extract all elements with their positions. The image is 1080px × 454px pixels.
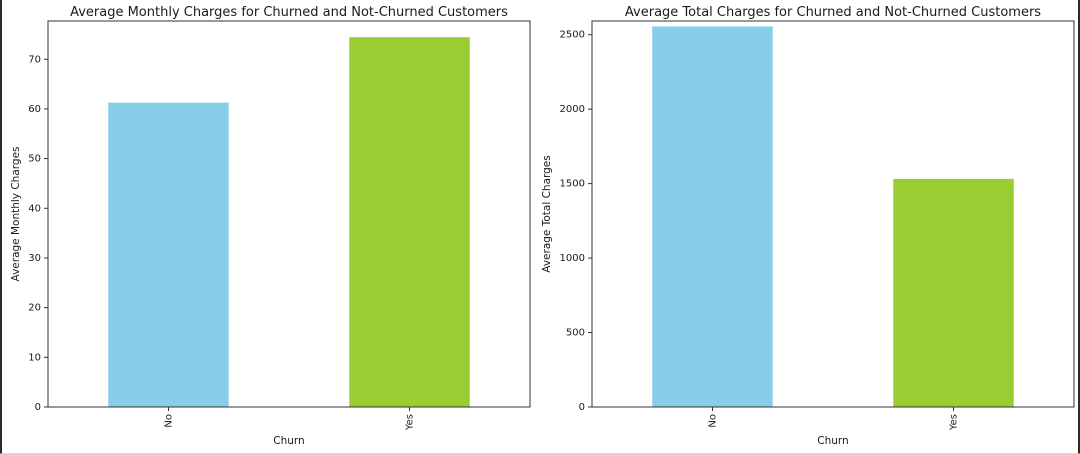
- total-xtick-label: Yes: [949, 414, 960, 431]
- monthly-bar-yes: [349, 37, 470, 408]
- total-ytick-label: 1500: [560, 179, 585, 190]
- total-ytick-label: 500: [566, 328, 585, 339]
- monthly-ytick-label: 0: [35, 402, 41, 413]
- monthly-xtick-label: Yes: [405, 414, 416, 431]
- monthly-bar-no: [108, 102, 229, 407]
- total-xtick-label: No: [708, 414, 719, 428]
- total-bar-no: [652, 26, 773, 407]
- monthly-xtick-label: No: [164, 414, 175, 428]
- monthly-chart-marks: No Yes 0 10 20 30 40 50 60 70: [28, 37, 470, 431]
- monthly-charges-chart: Average Monthly Charges for Churned and …: [10, 5, 531, 447]
- monthly-ytick-label: 70: [28, 54, 41, 65]
- monthly-ytick-label: 30: [28, 253, 41, 264]
- total-chart-xlabel: Churn: [817, 435, 848, 447]
- monthly-chart-title: Average Monthly Charges for Churned and …: [70, 5, 508, 20]
- total-chart-marks: No Yes 0 500 1000 1500 2000 2500: [560, 26, 1014, 431]
- total-bar-yes: [893, 178, 1014, 407]
- total-ytick-label: 0: [579, 402, 585, 413]
- monthly-chart-xlabel: Churn: [273, 435, 304, 447]
- monthly-ytick-label: 20: [28, 303, 41, 314]
- total-chart-title: Average Total Charges for Churned and No…: [625, 5, 1041, 20]
- monthly-ytick-label: 50: [28, 154, 41, 165]
- total-charges-chart: Average Total Charges for Churned and No…: [541, 5, 1075, 447]
- monthly-ytick-label: 40: [28, 203, 41, 214]
- monthly-ytick-label: 60: [28, 104, 41, 115]
- total-ytick-label: 2500: [560, 30, 585, 41]
- monthly-chart-ylabel: Average Monthly Charges: [10, 147, 22, 282]
- monthly-chart-frame: [47, 20, 531, 408]
- total-chart-frame: [591, 20, 1075, 408]
- total-chart-ylabel: Average Total Charges: [541, 155, 553, 272]
- total-ytick-label: 2000: [560, 104, 585, 115]
- total-ytick-label: 1000: [560, 253, 585, 264]
- monthly-ytick-label: 10: [28, 352, 41, 363]
